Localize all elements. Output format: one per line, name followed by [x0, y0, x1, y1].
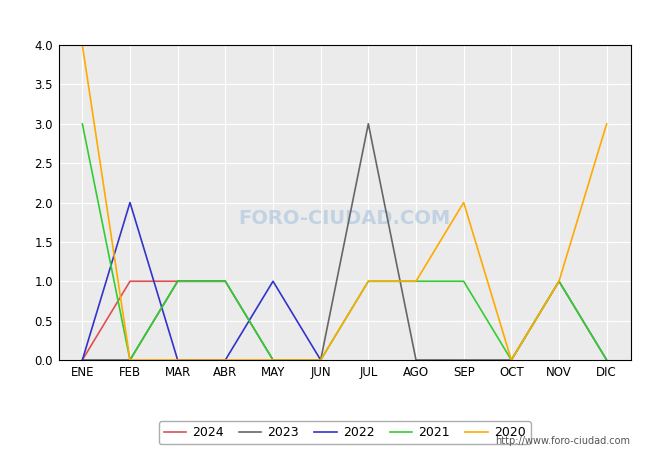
2022: [222, 357, 229, 363]
2021: [222, 279, 229, 284]
2020: [508, 357, 515, 363]
2021: [412, 279, 420, 284]
2021: [317, 357, 324, 363]
2024: [126, 279, 134, 284]
2021: [508, 357, 515, 363]
2023: [365, 121, 372, 126]
2020: [317, 357, 324, 363]
2021: [365, 279, 372, 284]
2020: [603, 121, 610, 126]
Line: 2023: 2023: [83, 124, 606, 360]
Line: 2021: 2021: [83, 124, 606, 360]
2023: [79, 357, 86, 363]
Line: 2020: 2020: [83, 45, 606, 360]
2022: [174, 357, 181, 363]
2020: [555, 279, 563, 284]
2020: [126, 357, 134, 363]
Text: Matriculaciones de Vehiculos en Hinojosas de Calatrava: Matriculaciones de Vehiculos en Hinojosa…: [112, 9, 538, 24]
2022: [269, 279, 277, 284]
2020: [174, 357, 181, 363]
2021: [603, 357, 610, 363]
Text: FORO-CIUDAD.COM: FORO-CIUDAD.COM: [239, 209, 450, 228]
2021: [460, 279, 467, 284]
2021: [269, 357, 277, 363]
Text: http://www.foro-ciudad.com: http://www.foro-ciudad.com: [495, 436, 630, 446]
Line: 2024: 2024: [83, 281, 226, 360]
2022: [317, 357, 324, 363]
2021: [126, 357, 134, 363]
2023: [412, 357, 420, 363]
2023: [174, 279, 181, 284]
2023: [508, 357, 515, 363]
2020: [269, 357, 277, 363]
2023: [269, 357, 277, 363]
2020: [365, 279, 372, 284]
2022: [79, 357, 86, 363]
2023: [555, 279, 563, 284]
2023: [126, 357, 134, 363]
2024: [174, 279, 181, 284]
2020: [412, 279, 420, 284]
2020: [460, 200, 467, 205]
2021: [79, 121, 86, 126]
Line: 2022: 2022: [83, 202, 320, 360]
2022: [126, 200, 134, 205]
2024: [79, 357, 86, 363]
2020: [222, 357, 229, 363]
2024: [222, 279, 229, 284]
2023: [603, 357, 610, 363]
2023: [317, 357, 324, 363]
2021: [555, 279, 563, 284]
2023: [460, 357, 467, 363]
Legend: 2024, 2023, 2022, 2021, 2020: 2024, 2023, 2022, 2021, 2020: [159, 421, 530, 444]
2020: [79, 42, 86, 48]
2023: [222, 279, 229, 284]
2021: [174, 279, 181, 284]
